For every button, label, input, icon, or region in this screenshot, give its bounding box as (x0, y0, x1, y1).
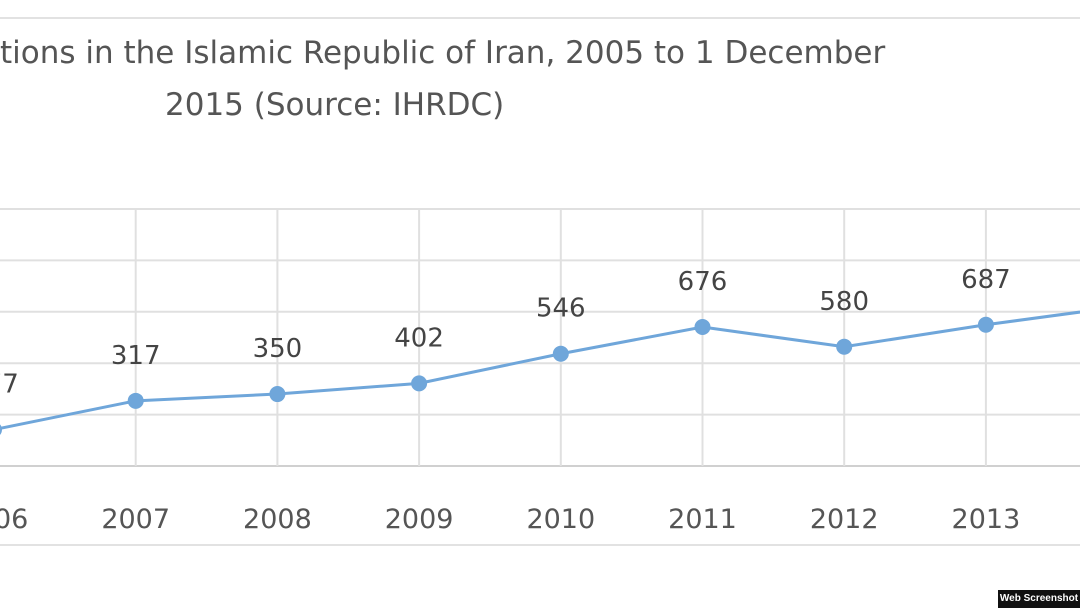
marker (269, 386, 286, 403)
data-label: 317 (111, 341, 161, 371)
x-tick-label: 2008 (243, 504, 312, 535)
data-label: 580 (819, 287, 869, 317)
marker (127, 392, 144, 409)
x-tick-label: 2012 (810, 504, 879, 535)
data-label: 546 (536, 294, 586, 324)
data-label: 177 (0, 370, 19, 400)
x-tick-label: 2006 (0, 504, 28, 535)
marker (836, 338, 853, 355)
x-tick-label: 2007 (101, 504, 170, 535)
marker (694, 319, 711, 336)
marker (977, 316, 994, 333)
data-label: 350 (253, 334, 303, 364)
chart-title: tions in the Islamic Republic of Iran, 2… (0, 35, 885, 71)
marker (552, 345, 569, 362)
x-tick-label: 2010 (526, 504, 595, 535)
badge: Web Screenshot (998, 590, 1080, 608)
x-tick-label: 2013 (952, 504, 1021, 535)
chart-title: 2015 (Source: IHRDC) (165, 87, 504, 123)
data-label: 676 (678, 267, 728, 297)
data-label: 402 (394, 323, 444, 353)
data-label: 687 (961, 265, 1011, 295)
marker (411, 375, 428, 392)
x-tick-label: 2009 (385, 504, 454, 535)
series-line (0, 310, 1080, 430)
x-tick-label: 2011 (668, 504, 737, 535)
marker (0, 424, 2, 435)
